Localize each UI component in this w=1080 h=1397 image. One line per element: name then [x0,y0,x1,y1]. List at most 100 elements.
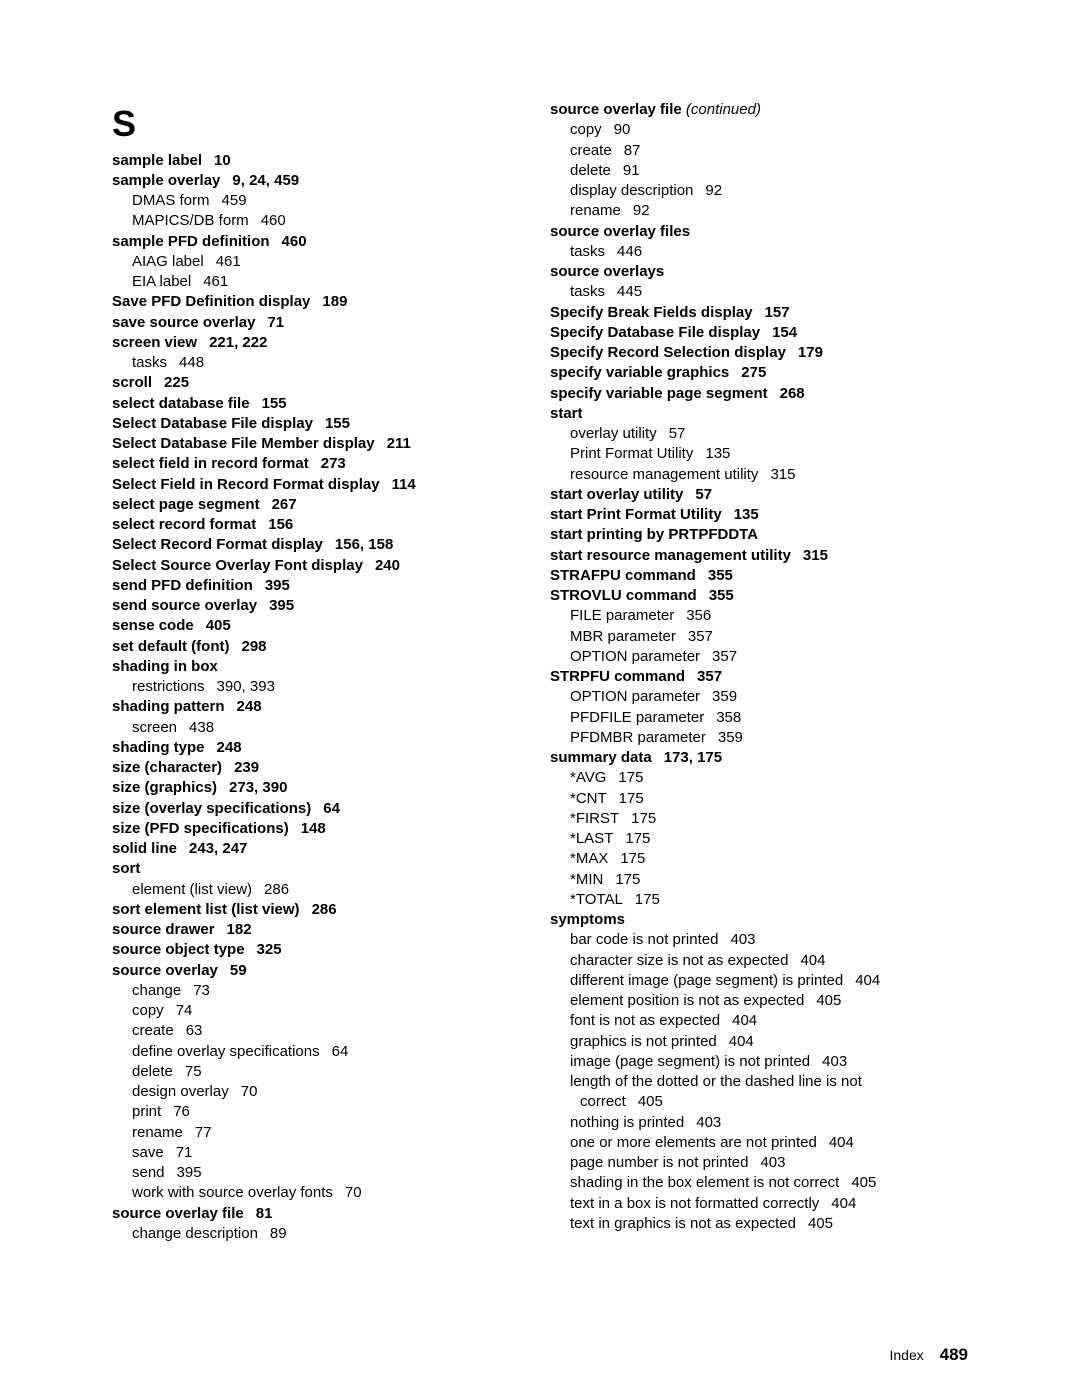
index-term: correct [580,1093,626,1110]
section-heading: S [112,100,532,149]
index-term: define overlay specifications [132,1043,320,1060]
page-refs: 404 [855,972,880,989]
index-term: AIAG label [132,253,204,270]
page-refs: 286 [312,901,337,918]
index-term: STRAFPU command [550,567,696,584]
index-subentry: PFDMBR parameter359 [550,728,970,748]
page-refs: 405 [808,1215,833,1232]
page-refs: 325 [257,941,282,958]
index-term: screen view [112,334,197,351]
index-term: MAPICS/DB form [132,212,249,229]
page-refs: 356 [686,607,711,624]
index-term: size (character) [112,759,222,776]
index-term: shading in the box element is not correc… [570,1174,839,1191]
footer-page-number: 489 [928,1345,968,1364]
page-refs: 189 [322,293,347,310]
page-refs: 359 [712,688,737,705]
index-entry: send PFD definition395 [112,576,532,596]
page-refs: 179 [798,344,823,361]
page-refs: 395 [269,597,294,614]
page-refs: 59 [230,962,247,979]
index-entry: start [550,404,970,424]
index-entry: save source overlay 71 [112,313,532,333]
index-term: tasks [570,283,605,300]
page-refs: 357 [712,648,737,665]
index-term: solid line [112,840,177,857]
index-subentry: tasks445 [550,282,970,302]
page-refs: 91 [623,162,640,179]
index-entry: select field in record format273 [112,454,532,474]
index-term: rename [132,1124,183,1141]
index-term: work with source overlay fonts [132,1184,333,1201]
page-refs: 273, 390 [229,779,287,796]
page-refs: 175 [631,810,656,827]
page-refs: 70 [345,1184,362,1201]
index-term: scroll [112,374,152,391]
page-refs: 403 [760,1154,785,1171]
page-refs: 155 [325,415,350,432]
index-subentry: DMAS form459 [112,191,532,211]
page-refs: 63 [186,1022,203,1039]
index-subentry: character size is not as expected404 [550,951,970,971]
page-refs: 404 [732,1012,757,1029]
index-entry: Specify Break Fields display157 [550,303,970,323]
index-term: sort [112,860,140,877]
index-subentry: resource management utility315 [550,465,970,485]
page-refs: 90 [614,121,631,138]
index-entry: size (character)239 [112,758,532,778]
index-subentry: EIA label461 [112,272,532,292]
page-refs: 64 [323,800,340,817]
page-refs: 460 [282,233,307,250]
index-term: shading type [112,739,205,756]
index-term: save source overlay [112,314,255,331]
index-term: screen [132,719,177,736]
index-entry: select page segment267 [112,495,532,515]
index-term: save [132,1144,164,1161]
index-subentry: AIAG label461 [112,252,532,272]
index-term: specify variable page segment [550,385,768,402]
index-subentry: text in graphics is not as expected405 [550,1214,970,1234]
index-term: STROVLU command [550,587,697,604]
page-refs: 315 [803,547,828,564]
page-refs: 446 [617,243,642,260]
index-term: *TOTAL [570,891,623,908]
page-refs: 76 [173,1103,190,1120]
index-subentry: change description 89 [112,1224,532,1244]
index-entry: Select Database File display155 [112,414,532,434]
index-term: restrictions [132,678,205,695]
page-refs: 405 [851,1174,876,1191]
index-term: *LAST [570,830,613,847]
footer-label: Index [889,1347,923,1363]
page-refs: 89 [270,1225,287,1242]
page-refs: 404 [831,1195,856,1212]
index-entry: set default (font)298 [112,637,532,657]
index-term: source overlay file [550,101,686,118]
index-term: source object type [112,941,245,958]
page-refs: 315 [770,466,795,483]
index-subentry: create87 [550,141,970,161]
index-term: change description [132,1225,258,1242]
index-entry: sample overlay9, 24, 459 [112,171,532,191]
page-refs: 10 [214,152,231,169]
page-content: Ssample label10sample overlay9, 24, 459D… [112,100,970,1244]
page-refs: 71 [267,314,284,331]
index-term: sort element list (list view) [112,901,300,918]
index-term: sample PFD definition [112,233,270,250]
index-entry: source overlays [550,262,970,282]
index-term: overlay utility [570,425,657,442]
index-term: Specify Break Fields display [550,304,753,321]
index-subentry: *AVG175 [550,768,970,788]
index-subentry: change73 [112,981,532,1001]
index-subentry: copy90 [550,120,970,140]
page-refs: 173, 175 [664,749,722,766]
index-term: STRPFU command [550,668,685,685]
index-entry: STRPFU command357 [550,667,970,687]
index-subentry: different image (page segment) is printe… [550,971,970,991]
index-subentry: save71 [112,1143,532,1163]
page-refs: 405 [638,1093,663,1110]
page-refs: 460 [261,212,286,229]
page-refs: 358 [716,709,741,726]
index-subentry: define overlay specifications64 [112,1042,532,1062]
index-subentry: design overlay70 [112,1082,532,1102]
index-term: copy [132,1002,164,1019]
